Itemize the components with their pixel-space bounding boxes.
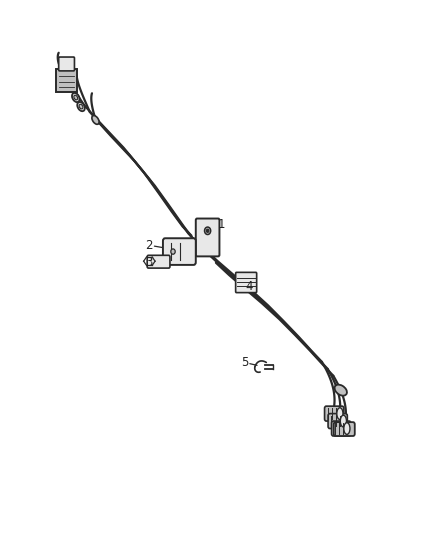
Text: 3: 3 [145, 256, 152, 269]
FancyBboxPatch shape [59, 57, 74, 71]
FancyBboxPatch shape [236, 272, 257, 293]
Ellipse shape [337, 408, 343, 419]
Ellipse shape [79, 104, 83, 109]
Ellipse shape [72, 93, 80, 102]
Ellipse shape [92, 116, 99, 124]
FancyBboxPatch shape [325, 406, 344, 421]
Text: 5: 5 [241, 356, 248, 369]
Ellipse shape [335, 385, 347, 395]
FancyBboxPatch shape [163, 238, 196, 265]
Ellipse shape [74, 95, 78, 100]
Ellipse shape [77, 102, 85, 111]
FancyBboxPatch shape [196, 219, 219, 256]
Ellipse shape [340, 415, 346, 427]
Ellipse shape [344, 423, 350, 434]
FancyBboxPatch shape [328, 414, 347, 429]
FancyBboxPatch shape [56, 69, 77, 92]
Circle shape [205, 227, 211, 235]
Text: 2: 2 [145, 239, 153, 252]
FancyBboxPatch shape [332, 421, 351, 436]
Circle shape [206, 229, 209, 232]
Text: 4: 4 [245, 280, 253, 293]
FancyBboxPatch shape [147, 255, 170, 268]
Text: 1: 1 [217, 219, 225, 231]
FancyBboxPatch shape [334, 422, 355, 436]
Ellipse shape [171, 249, 175, 254]
